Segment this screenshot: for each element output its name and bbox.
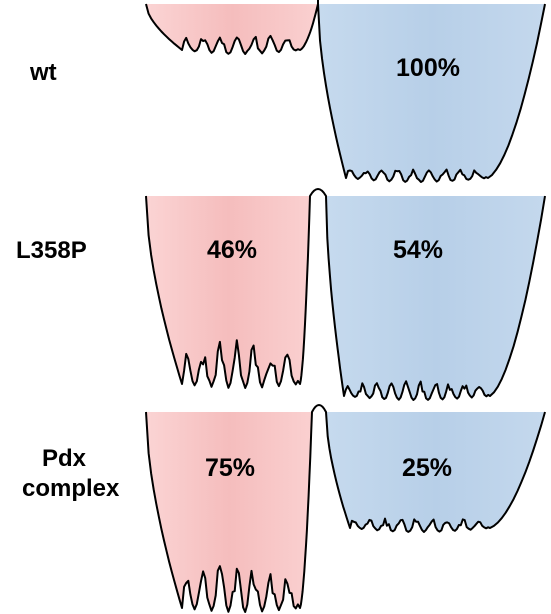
right-percent-label: 54% (393, 236, 443, 264)
right-percent-label: 25% (402, 454, 452, 482)
row-label-line: complex (22, 475, 120, 502)
left-well (146, 412, 312, 612)
row-label-line: Pdx (42, 445, 87, 472)
left-percent-label: 46% (207, 236, 257, 264)
left-percent-label: 75% (205, 454, 255, 482)
well-outline (145, 188, 546, 401)
row-pdx-complex: Pdx complex 75% 25% (22, 404, 546, 613)
right-percent-label: 100% (396, 54, 460, 82)
left-well-shallow (146, 4, 318, 54)
row-wt: wt 100% (29, 0, 546, 183)
row-label-line: L358P (16, 237, 87, 264)
row-label-wt: wt (29, 59, 57, 86)
well-outline (145, 0, 546, 183)
well-outline (145, 404, 546, 613)
row-label-pdx-complex: Pdx complex (22, 445, 120, 502)
row-label-l358p: L358P (16, 237, 87, 264)
row-label-line: wt (29, 59, 57, 86)
row-l358p: L358P 46% 54% (16, 188, 546, 401)
left-well (146, 196, 310, 388)
right-well (326, 196, 545, 400)
right-well-shallow (326, 412, 545, 532)
right-well-deep (318, 4, 545, 182)
